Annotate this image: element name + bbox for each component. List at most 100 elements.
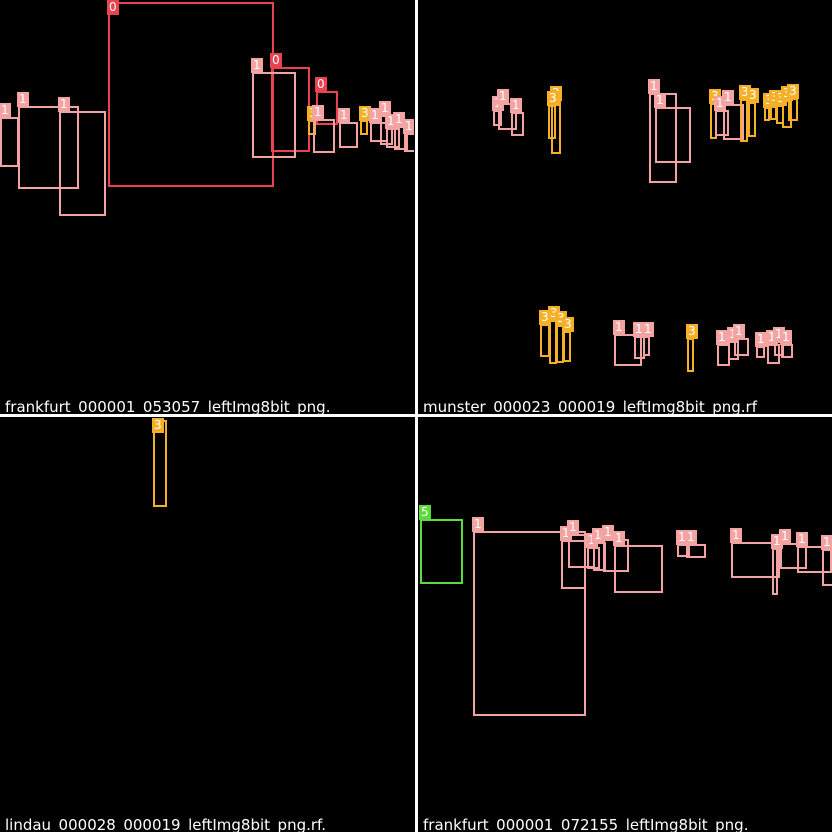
bounding-box — [252, 72, 296, 158]
bounding-box — [561, 540, 586, 589]
bounding-box — [420, 519, 463, 584]
panel-bottom-left: 3 lindau_000028_000019_leftImg8bit_png.rf… — [0, 418, 414, 832]
bounding-box — [822, 549, 832, 586]
bounding-box — [511, 112, 524, 136]
bounding-box — [643, 336, 650, 356]
class-label-tag: 3 — [787, 84, 799, 99]
class-label-tag: 3 — [548, 306, 560, 321]
bounding-box — [734, 338, 749, 356]
class-label-tag: 1 — [685, 530, 697, 545]
bounding-box — [715, 110, 729, 136]
class-label-tag: 1 — [393, 112, 405, 127]
bounding-box — [563, 331, 571, 362]
bounding-box — [772, 548, 778, 595]
panel-top-left: 0001111311311111frankfurt_000001_053057_… — [0, 0, 414, 414]
bounding-box — [548, 105, 556, 139]
class-label-tag: 0 — [315, 77, 327, 92]
class-label-tag: 3 — [747, 88, 759, 103]
class-label-tag: 1 — [472, 517, 484, 532]
class-label-tag: 1 — [403, 119, 414, 134]
bounding-box — [386, 128, 400, 148]
bounding-box — [728, 341, 739, 360]
bounding-box — [59, 111, 106, 216]
panel-bottom-right: 511111111111111frankfurt_000001_072155_l… — [418, 418, 832, 832]
class-label-tag: 1 — [586, 533, 598, 548]
class-label-tag: 1 — [369, 108, 381, 123]
bounding-box — [780, 543, 807, 569]
bounding-box — [498, 103, 517, 130]
bounding-box — [748, 102, 756, 137]
bounding-box — [740, 99, 748, 142]
bounding-box — [731, 542, 780, 578]
panel-caption: munster_000023_000019_leftImg8bit_png.rf — [423, 398, 757, 415]
bounding-box — [153, 420, 167, 507]
class-label-tag: 1 — [312, 105, 324, 120]
panel-top-right: 11133113113333333333311131111111munster_… — [418, 0, 832, 414]
bounding-box — [308, 120, 316, 135]
class-label-tag: 1 — [497, 89, 509, 104]
class-label-tag: 1 — [338, 108, 350, 123]
class-label-tag: 1 — [755, 332, 767, 347]
class-label-tag: 3 — [562, 317, 574, 332]
bounding-box — [313, 119, 335, 153]
class-label-tag: 1 — [642, 322, 654, 337]
class-label-tag: 1 — [722, 90, 734, 105]
bounding-box — [614, 545, 663, 593]
panel-caption: frankfurt_000001_072155_leftImg8bit_png. — [423, 816, 749, 832]
bounding-box — [687, 338, 694, 372]
bounding-box — [782, 100, 792, 128]
class-label-tag: 1 — [251, 58, 263, 73]
class-label-tag: 1 — [766, 330, 778, 345]
class-label-tag: 0 — [107, 0, 119, 15]
class-label-tag: 1 — [58, 97, 70, 112]
class-label-tag: 3 — [152, 418, 164, 433]
class-label-tag: 1 — [17, 92, 29, 107]
class-label-tag: 1 — [560, 526, 572, 541]
class-label-tag: 1 — [779, 529, 791, 544]
class-label-tag: 1 — [648, 79, 660, 94]
bounding-box — [473, 531, 586, 716]
bounding-box — [788, 98, 798, 121]
class-label-tag: 3 — [547, 91, 559, 106]
bounding-box — [493, 110, 502, 126]
bounding-box — [677, 544, 690, 557]
class-label-tag: 1 — [633, 322, 645, 337]
class-label-tag: 1 — [730, 528, 742, 543]
bounding-box — [394, 126, 408, 150]
class-label-tag: 1 — [676, 530, 688, 545]
bounding-box — [797, 546, 832, 573]
bounding-box — [781, 344, 793, 358]
bounding-box — [774, 341, 784, 356]
class-label-tag: 1 — [727, 327, 739, 342]
class-label-tag: 1 — [0, 103, 11, 118]
class-label-tag: 3 — [739, 85, 751, 100]
class-label-tag: 1 — [773, 327, 785, 342]
bounding-box — [655, 107, 691, 163]
class-label-tag: 1 — [771, 534, 783, 549]
class-label-tag: 3 — [555, 311, 567, 326]
class-label-tag: 0 — [270, 53, 282, 68]
class-label-tag: 1 — [796, 532, 808, 547]
class-label-tag: 3 — [763, 93, 775, 108]
class-label-tag: 1 — [716, 330, 728, 345]
bounding-box — [404, 133, 414, 152]
bounding-box — [108, 2, 274, 187]
class-label-tag: 3 — [775, 91, 787, 106]
bounding-box — [764, 107, 770, 121]
class-label-tag: 1 — [613, 531, 625, 546]
bounding-box — [756, 346, 765, 358]
bounding-box — [18, 106, 79, 189]
class-label-tag: 3 — [359, 106, 371, 121]
class-label-tag: 1 — [821, 535, 832, 550]
class-label-tag: 3 — [686, 324, 698, 339]
class-label-tag: 1 — [567, 520, 579, 535]
class-label-tag: 5 — [419, 505, 431, 520]
bounding-box — [593, 542, 606, 571]
class-label-tag: 1 — [733, 324, 745, 339]
bounding-box — [614, 334, 642, 366]
horizontal-divider — [0, 414, 832, 417]
class-label-tag: 3 — [539, 310, 551, 325]
panel-caption: frankfurt_000001_053057_leftImg8bit_png. — [5, 398, 331, 415]
class-label-tag: 1 — [510, 98, 522, 113]
